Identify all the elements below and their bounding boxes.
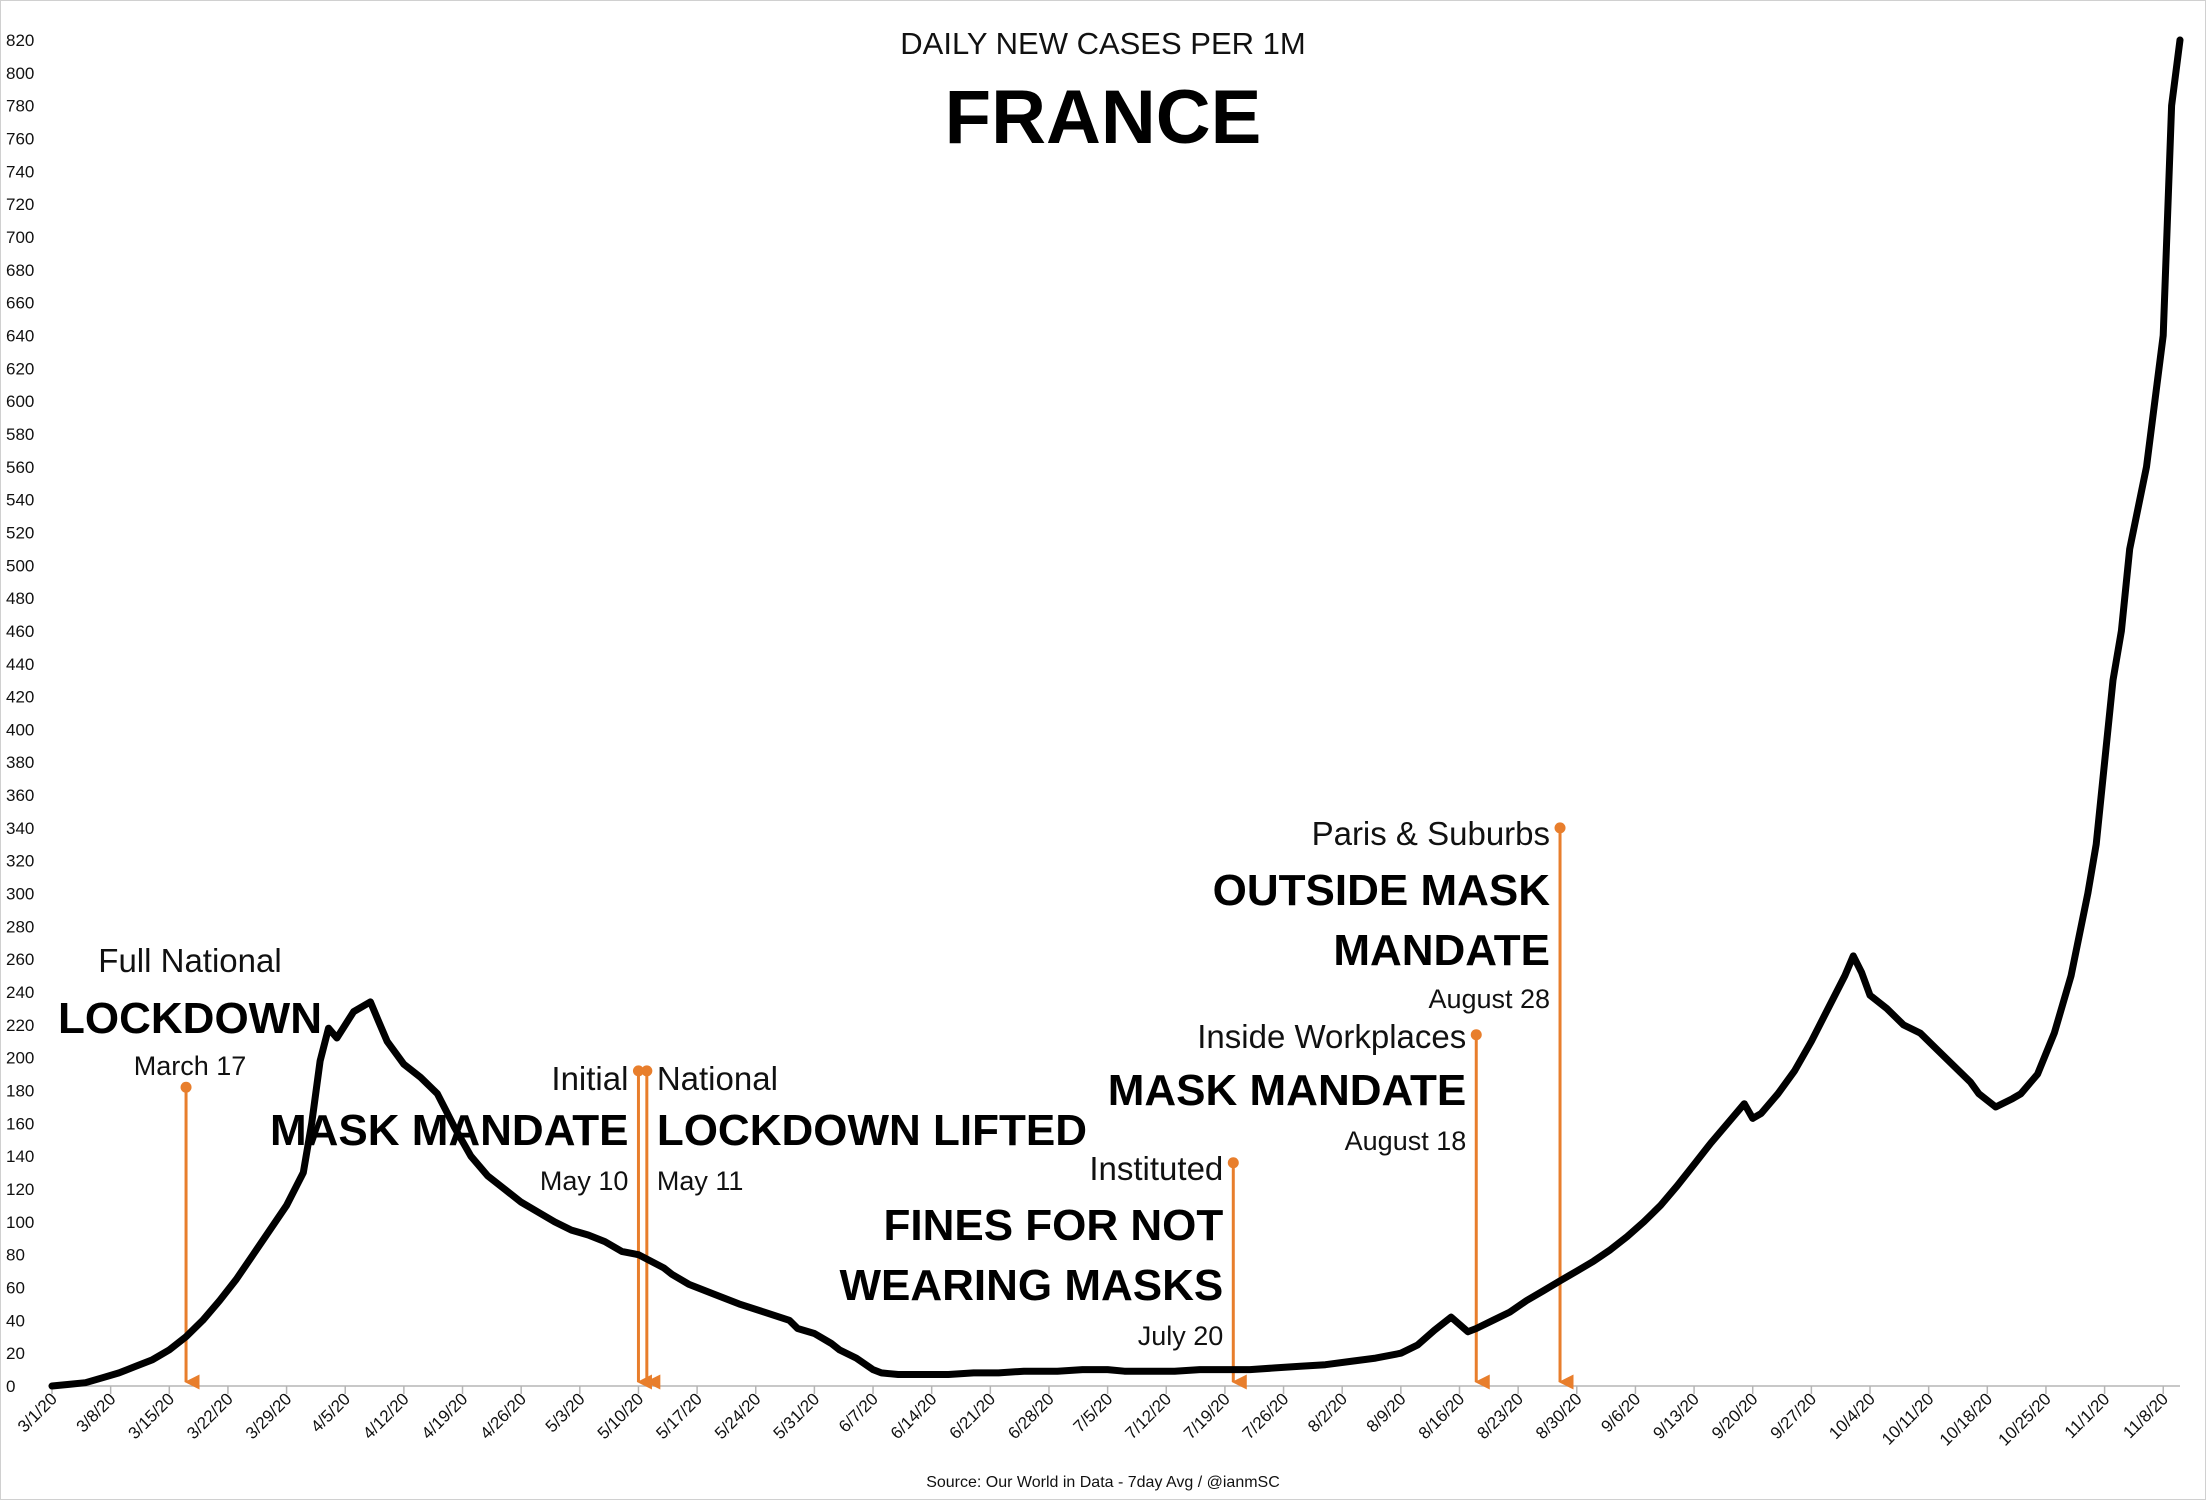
y-tick-label: 820 — [6, 31, 34, 50]
annotation-dot — [1227, 1157, 1239, 1169]
y-tick-label: 80 — [6, 1246, 25, 1265]
y-tick-label: 680 — [6, 261, 34, 280]
y-tick-label: 720 — [6, 195, 34, 214]
y-tick-label: 360 — [6, 786, 34, 805]
annotation-dot — [632, 1065, 644, 1077]
annotation-label: Paris & Suburbs — [1312, 815, 1550, 852]
annotation-dot — [1554, 822, 1566, 834]
annotation-headline: MANDATE — [1333, 926, 1550, 975]
annotation-headline: MASK MANDATE — [1108, 1066, 1467, 1115]
series-line-0 — [48, 36, 2184, 1390]
y-tick-label: 340 — [6, 819, 34, 838]
series-layer — [48, 36, 2184, 1390]
y-tick-label: 260 — [6, 950, 34, 969]
y-tick-label: 480 — [6, 589, 34, 608]
annotation-label: Full National — [98, 942, 281, 979]
annotation-dot — [1470, 1029, 1482, 1041]
y-tick-label: 300 — [6, 885, 34, 904]
annotation-label: Initial — [551, 1060, 628, 1097]
y-tick-label: 20 — [6, 1344, 25, 1363]
annotation-layer: Full National LOCKDOWN March 17 Initial MASK… — [58, 815, 1574, 1390]
annotation-4: Inside Workplaces MASK MANDATE August 18 — [1108, 1018, 1490, 1390]
y-tick-label: 180 — [6, 1082, 34, 1101]
annotation-date: August 28 — [1428, 984, 1550, 1014]
y-tick-label: 540 — [6, 491, 34, 510]
y-tick-label: 740 — [6, 162, 34, 181]
annotation-3: Instituted FINES FOR NOT WEARING MASKS July… — [840, 1150, 1247, 1390]
annotation-date: May 11 — [657, 1166, 744, 1196]
y-tick-label: 620 — [6, 359, 34, 378]
y-tick-label: 100 — [6, 1213, 34, 1232]
y-tick-label: 500 — [6, 556, 34, 575]
annotation-label: National — [657, 1060, 778, 1097]
chart-title: FRANCE — [945, 75, 1262, 160]
y-tick-label: 780 — [6, 97, 34, 116]
annotation-date: July 20 — [1138, 1321, 1224, 1351]
annotation-dot — [180, 1081, 192, 1093]
y-tick-label: 660 — [6, 294, 34, 313]
annotation-headline: LOCKDOWN — [58, 994, 322, 1043]
y-tick-label: 280 — [6, 917, 34, 936]
annotation-label: Inside Workplaces — [1197, 1018, 1466, 1055]
annotation-date: August 18 — [1345, 1126, 1467, 1156]
annotation-date: March 17 — [134, 1051, 247, 1081]
y-tick-label: 200 — [6, 1049, 34, 1068]
y-tick-label: 760 — [6, 129, 34, 148]
y-tick-label: 320 — [6, 852, 34, 871]
y-tick-label: 800 — [6, 64, 34, 83]
y-tick-label: 640 — [6, 326, 34, 345]
y-tick-label: 40 — [6, 1311, 25, 1330]
chart-source: Source: Our World in Data - 7day Avg / @… — [926, 1474, 1280, 1491]
y-tick-label: 220 — [6, 1016, 34, 1035]
y-tick-label: 380 — [6, 753, 34, 772]
annotation-headline: FINES FOR NOT — [884, 1201, 1224, 1250]
y-tick-label: 440 — [6, 655, 34, 674]
y-tick-label: 140 — [6, 1147, 34, 1166]
y-tick-label: 420 — [6, 688, 34, 707]
annotation-headline: WEARING MASKS — [840, 1261, 1224, 1310]
annotation-dot — [641, 1065, 653, 1077]
y-tick-label: 600 — [6, 392, 34, 411]
annotation-0: Full National LOCKDOWN March 17 — [58, 942, 322, 1390]
annotation-label: Instituted — [1089, 1150, 1223, 1187]
annotation-2: National LOCKDOWN LIFTED May 11 — [641, 1060, 1087, 1390]
y-tick-label: 400 — [6, 720, 34, 739]
annotation-headline: OUTSIDE MASK — [1213, 866, 1551, 915]
annotation-5: Paris & Suburbs OUTSIDE MASK MANDATE August… — [1213, 815, 1574, 1390]
y-tick-label: 700 — [6, 228, 34, 247]
y-tick-label: 240 — [6, 983, 34, 1002]
y-tick-label: 160 — [6, 1114, 34, 1133]
y-tick-label: 0 — [6, 1377, 15, 1396]
y-tick-label: 520 — [6, 523, 34, 542]
y-tick-label: 60 — [6, 1279, 25, 1298]
y-tick-label: 460 — [6, 622, 34, 641]
y-tick-label: 580 — [6, 425, 34, 444]
y-tick-label: 560 — [6, 458, 34, 477]
annotation-date: May 10 — [540, 1166, 629, 1196]
annotation-headline: LOCKDOWN LIFTED — [657, 1106, 1087, 1155]
chart-subtitle: DAILY NEW CASES PER 1M — [900, 26, 1305, 61]
y-tick-label: 120 — [6, 1180, 34, 1199]
